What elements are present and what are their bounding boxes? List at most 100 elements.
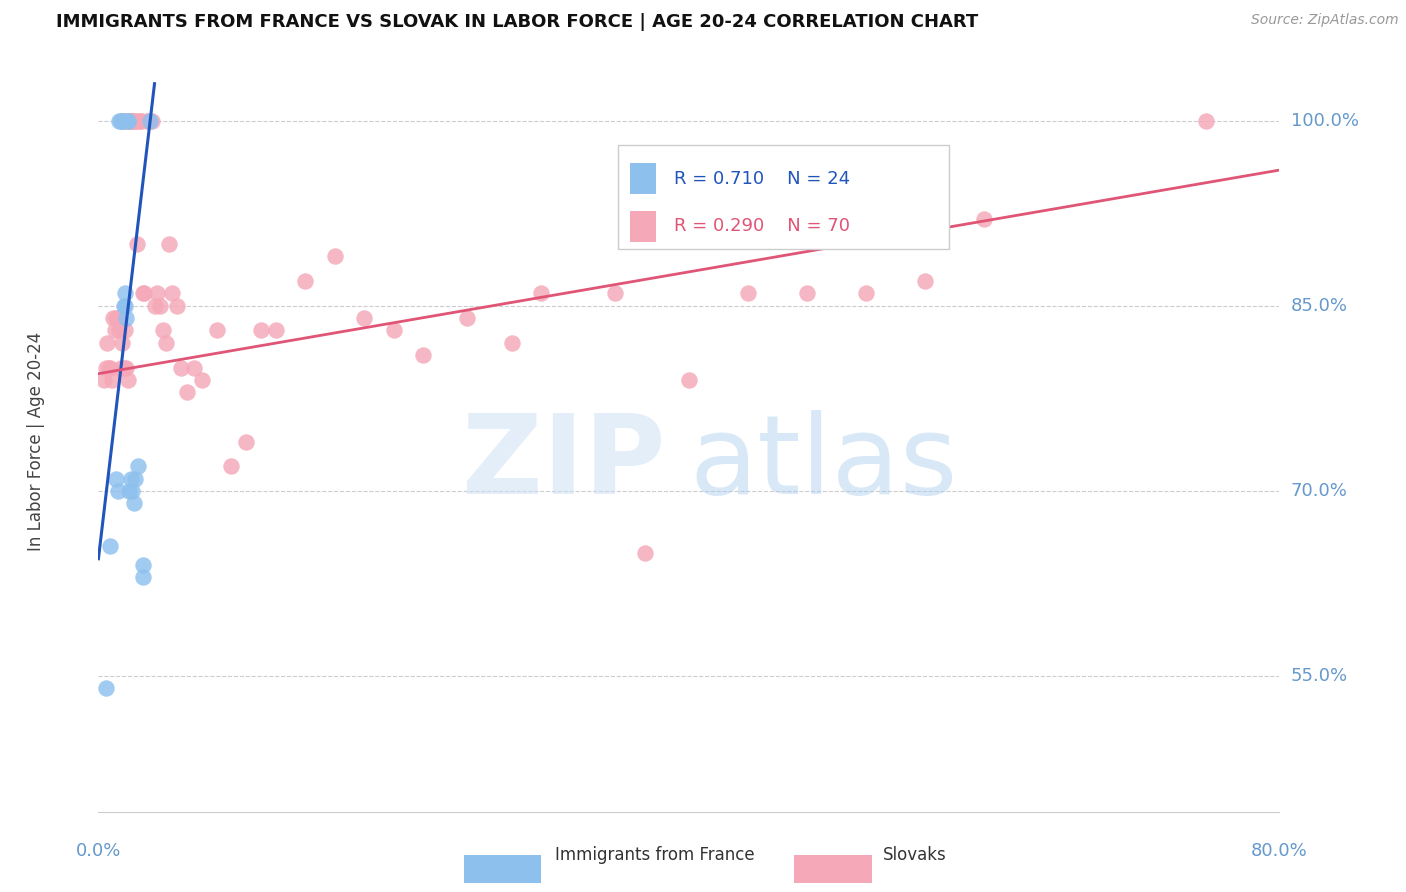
Point bbox=[103, 311, 125, 326]
Point bbox=[205, 324, 228, 338]
Point bbox=[353, 311, 375, 326]
Point bbox=[93, 373, 115, 387]
Point bbox=[914, 274, 936, 288]
Point bbox=[678, 373, 700, 387]
Point bbox=[108, 324, 131, 338]
Point bbox=[235, 434, 257, 449]
FancyBboxPatch shape bbox=[630, 163, 655, 194]
Point bbox=[110, 113, 132, 128]
Point bbox=[412, 348, 434, 362]
Point bbox=[382, 324, 405, 338]
Point bbox=[114, 299, 136, 313]
Point bbox=[176, 385, 198, 400]
Point bbox=[162, 286, 183, 301]
Point bbox=[122, 496, 145, 510]
Point bbox=[155, 335, 177, 350]
Point bbox=[120, 113, 142, 128]
Point bbox=[105, 472, 128, 486]
Point bbox=[456, 311, 478, 326]
Point bbox=[138, 113, 160, 128]
Point bbox=[973, 212, 995, 227]
Text: ZIP: ZIP bbox=[463, 410, 665, 517]
Point bbox=[111, 113, 134, 128]
Point bbox=[111, 113, 134, 128]
Point bbox=[120, 472, 142, 486]
Point bbox=[117, 113, 139, 128]
Point bbox=[294, 274, 316, 288]
Point bbox=[127, 113, 149, 128]
Point bbox=[121, 113, 143, 128]
Point bbox=[157, 237, 180, 252]
Point bbox=[129, 113, 152, 128]
Point bbox=[115, 360, 138, 375]
Point bbox=[107, 483, 129, 498]
Point bbox=[120, 113, 142, 128]
Point bbox=[143, 299, 166, 313]
Text: 80.0%: 80.0% bbox=[1251, 842, 1308, 860]
Text: Slovaks: Slovaks bbox=[883, 847, 946, 864]
Point bbox=[104, 324, 127, 338]
Point bbox=[605, 286, 627, 301]
Point bbox=[152, 324, 174, 338]
Text: atlas: atlas bbox=[689, 410, 957, 517]
Point bbox=[136, 113, 159, 128]
FancyBboxPatch shape bbox=[630, 211, 655, 242]
Point bbox=[183, 360, 205, 375]
Point bbox=[111, 113, 134, 128]
Point bbox=[96, 335, 118, 350]
Text: 100.0%: 100.0% bbox=[1291, 112, 1358, 129]
Text: 85.0%: 85.0% bbox=[1291, 297, 1347, 315]
Text: Immigrants from France: Immigrants from France bbox=[555, 847, 755, 864]
Point bbox=[118, 483, 141, 498]
Point bbox=[166, 299, 188, 313]
Point bbox=[117, 373, 139, 387]
Point bbox=[121, 483, 143, 498]
Point bbox=[149, 299, 172, 313]
Point bbox=[191, 373, 214, 387]
Point bbox=[250, 324, 273, 338]
Point bbox=[117, 113, 139, 128]
Point bbox=[114, 113, 136, 128]
Text: 0.0%: 0.0% bbox=[76, 842, 121, 860]
Point bbox=[125, 237, 148, 252]
Point bbox=[264, 324, 287, 338]
Point bbox=[132, 286, 155, 301]
Point bbox=[132, 570, 155, 584]
Point bbox=[219, 459, 242, 474]
Point bbox=[134, 286, 156, 301]
Point bbox=[124, 113, 146, 128]
Text: R = 0.710    N = 24: R = 0.710 N = 24 bbox=[673, 169, 849, 187]
FancyBboxPatch shape bbox=[619, 145, 949, 249]
Point bbox=[112, 299, 135, 313]
Point bbox=[170, 360, 193, 375]
Point bbox=[122, 113, 145, 128]
Point bbox=[124, 472, 146, 486]
Point bbox=[110, 360, 132, 375]
Point bbox=[115, 113, 138, 128]
Point bbox=[105, 311, 128, 326]
Point bbox=[112, 360, 135, 375]
Point bbox=[530, 286, 553, 301]
Point bbox=[141, 113, 163, 128]
Point bbox=[97, 360, 120, 375]
Point bbox=[100, 373, 122, 387]
Point bbox=[114, 286, 136, 301]
Point bbox=[127, 459, 149, 474]
Text: Source: ZipAtlas.com: Source: ZipAtlas.com bbox=[1251, 13, 1399, 28]
Text: R = 0.290    N = 70: R = 0.290 N = 70 bbox=[673, 218, 849, 235]
Point bbox=[118, 113, 141, 128]
Point bbox=[796, 286, 818, 301]
Point bbox=[146, 286, 169, 301]
Point bbox=[737, 286, 759, 301]
Point bbox=[1195, 113, 1218, 128]
Text: 55.0%: 55.0% bbox=[1291, 667, 1348, 685]
Point bbox=[94, 360, 117, 375]
Point bbox=[118, 113, 141, 128]
Point bbox=[98, 540, 121, 554]
Point bbox=[633, 546, 655, 560]
Text: IMMIGRANTS FROM FRANCE VS SLOVAK IN LABOR FORCE | AGE 20-24 CORRELATION CHART: IMMIGRANTS FROM FRANCE VS SLOVAK IN LABO… bbox=[56, 13, 979, 31]
Text: In Labor Force | Age 20-24: In Labor Force | Age 20-24 bbox=[27, 332, 45, 551]
Point bbox=[94, 681, 117, 696]
Text: 70.0%: 70.0% bbox=[1291, 482, 1347, 500]
Point bbox=[128, 113, 150, 128]
